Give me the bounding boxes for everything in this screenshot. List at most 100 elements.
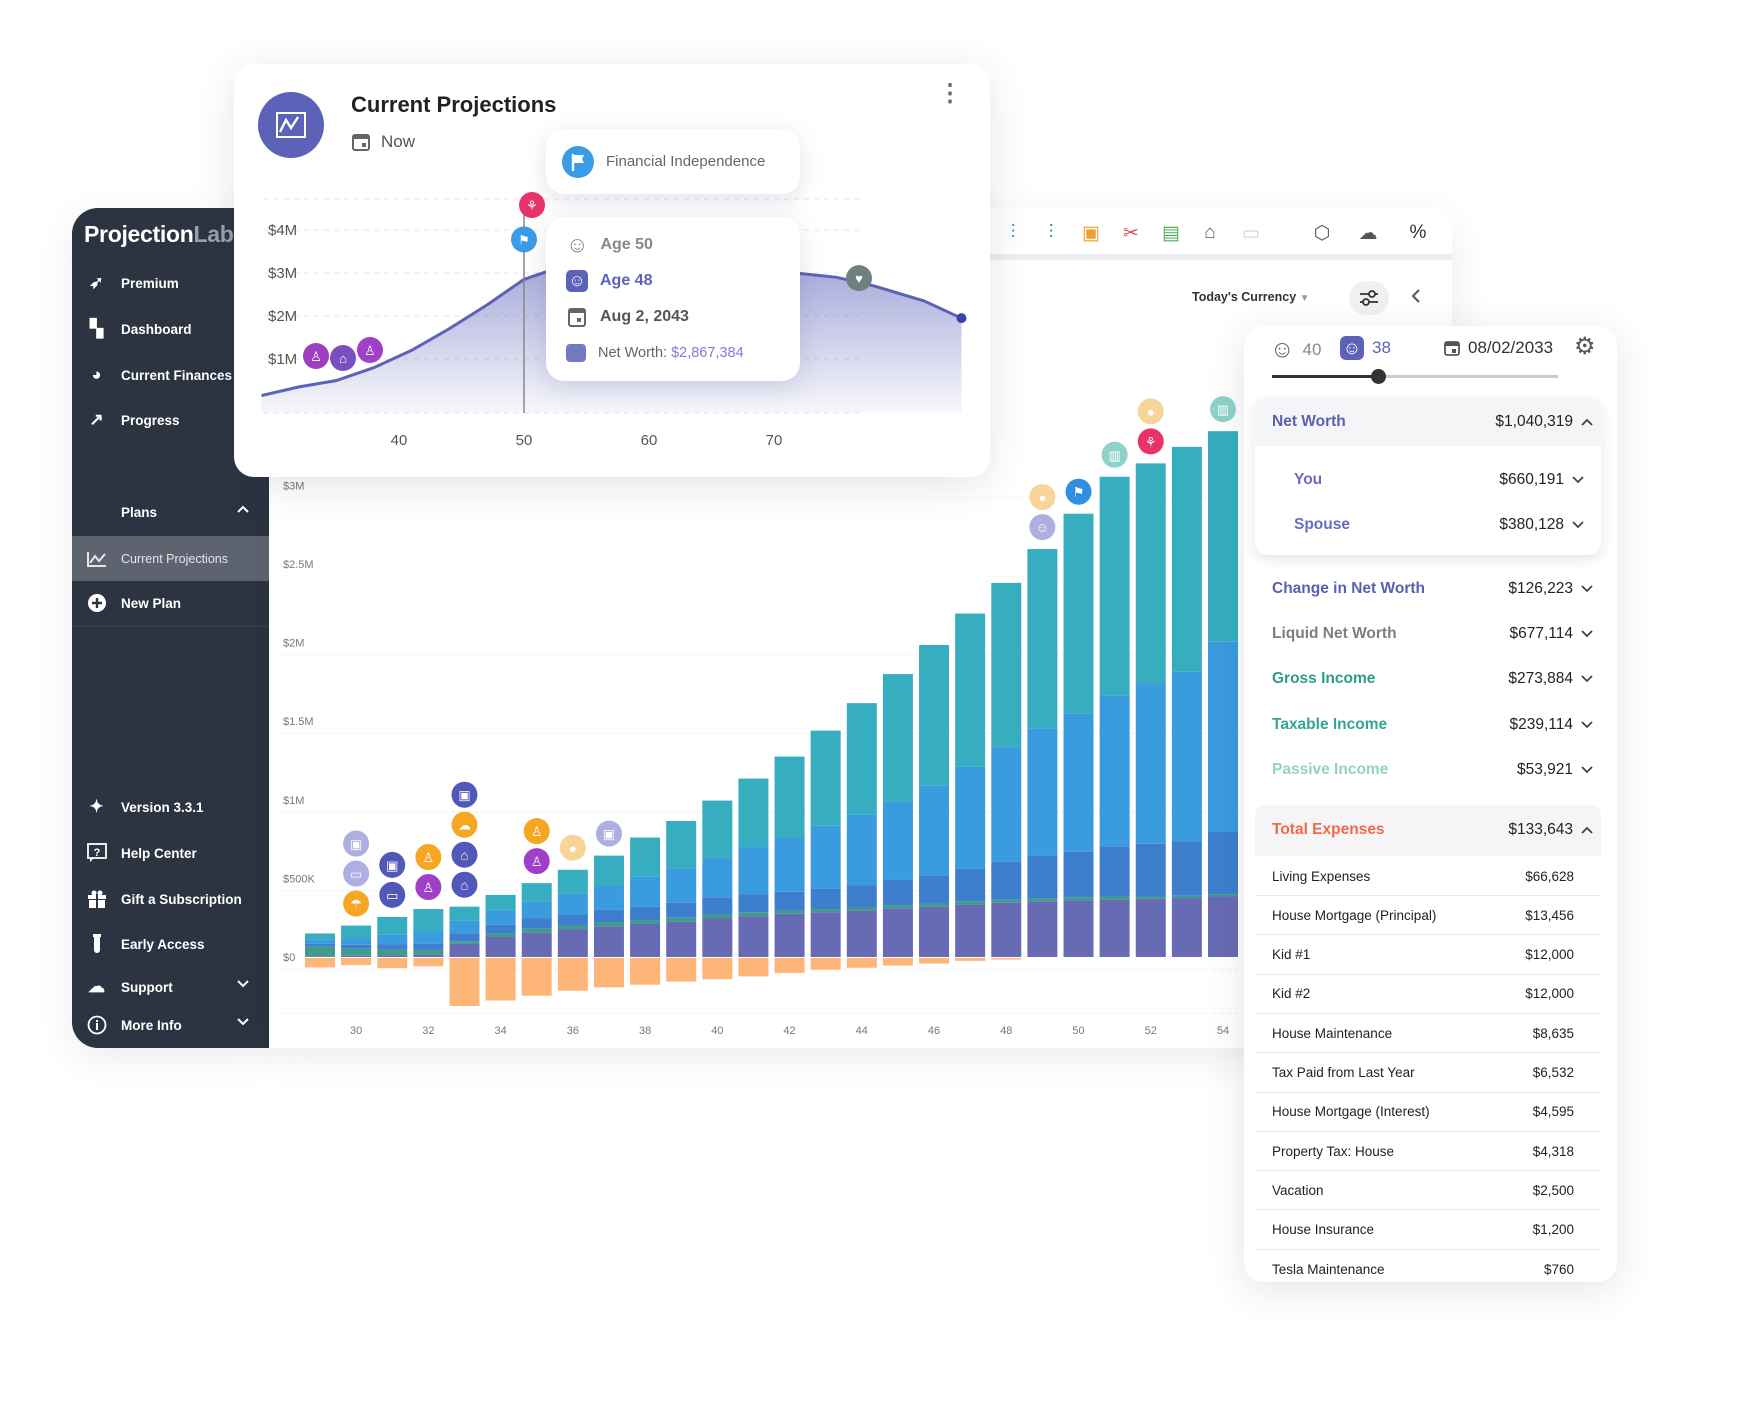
milestone-name: Financial Independence [606, 153, 766, 170]
house-search-event-marker[interactable]: ⌂ [451, 871, 478, 898]
bar-segment [341, 925, 372, 939]
kid-event-marker[interactable]: ♙ [357, 337, 383, 363]
flag-icon [562, 145, 594, 178]
flag-event-marker[interactable]: ⚑ [511, 226, 537, 253]
building-event-marker[interactable]: ▥ [1101, 441, 1128, 468]
expense-value: $4,318 [1532, 1143, 1574, 1159]
net-worth-bar-chart[interactable]: $0 $500K $1M $1.5M $2M $2.5M $3M 30 32 34 36 38 40 42… [269, 208, 1452, 1048]
tax-cut-icon[interactable]: ✂ [1123, 223, 1139, 244]
palm-event-marker[interactable]: ⚘ [1137, 428, 1164, 455]
sidebar-item-support[interactable]: ☁ Support [72, 965, 269, 1009]
cash-flow-chart-icon[interactable]: ⫶ [1010, 222, 1016, 243]
sidebar-item-gift-subscription[interactable]: Gift a Subscription [72, 877, 269, 921]
bar-segment [810, 909, 841, 913]
bar-segment [1208, 894, 1238, 897]
bar-segment [630, 906, 661, 921]
expense-icon[interactable]: ▣ [1082, 223, 1100, 244]
building-icon: ▥ [1217, 402, 1229, 417]
filter-settings-button[interactable] [1349, 281, 1389, 315]
net-worth-spouse-row[interactable]: Spouse $380,128 [1294, 511, 1584, 539]
kid-event-marker[interactable]: ♙ [523, 848, 550, 875]
people-event-marker[interactable]: ☺ [1029, 514, 1056, 541]
sidebar-item-more-info[interactable]: More Info [72, 1003, 269, 1047]
currency-select[interactable]: Today's Currency ▼ [1192, 290, 1310, 304]
monte-carlo-icon[interactable]: % [1409, 222, 1427, 243]
bag-event-marker[interactable]: ▣ [451, 781, 478, 808]
kid-event-marker[interactable]: ♙ [303, 343, 329, 369]
bus-event-marker[interactable]: ▭ [343, 860, 370, 887]
kid-event-marker[interactable]: ♙ [415, 844, 442, 871]
gear-icon[interactable]: ⚙ [1574, 333, 1596, 360]
marker-circle [511, 226, 537, 253]
total-expenses-row[interactable]: Total Expenses $133,643 [1272, 816, 1593, 844]
collapse-panel-button[interactable] [1411, 286, 1421, 309]
donut-icon: ◕ [91, 365, 102, 384]
x-tick-label: 52 [1145, 1025, 1157, 1037]
help-icon: ? [72, 843, 121, 863]
sidebar-item-version[interactable]: ✦ Version 3.3.1 [72, 785, 269, 829]
coin-event-marker[interactable]: ● [559, 834, 586, 861]
year-slider[interactable] [1272, 369, 1558, 384]
more-options-button[interactable]: ⋮ [938, 82, 962, 106]
kid-event-marker[interactable]: ♙ [523, 818, 550, 845]
logo[interactable]: ProjectionLab [84, 221, 234, 248]
y-tick-label: $2M [283, 638, 304, 650]
bar-segment [991, 861, 1022, 900]
heartbeat-event-marker[interactable]: ♥ [846, 265, 872, 292]
x-tick-label: 44 [856, 1025, 868, 1037]
sidebar-item-current-finances[interactable]: ◕ Current Finances [72, 353, 269, 397]
plans-section-toggle[interactable]: Plans [72, 490, 269, 534]
palm-event-marker[interactable]: ⚘ [519, 192, 545, 218]
sidebar-item-current-projections[interactable]: Current Projections [72, 536, 269, 581]
bar-segment [341, 948, 372, 956]
disabled-chart-icon[interactable]: ▭ [1242, 223, 1260, 244]
beach-event-marker[interactable]: ☂ [343, 890, 370, 917]
sidebar-item-new-plan[interactable]: New Plan [72, 581, 269, 625]
bar-segment [630, 920, 661, 924]
flag-event-marker[interactable]: ⚑ [1065, 478, 1092, 505]
bar-segment [485, 936, 516, 957]
marker-circle [1065, 478, 1092, 505]
sidebar-item-early-access[interactable]: Early Access [72, 922, 269, 966]
sidebar-item-help-center[interactable]: ? Help Center [72, 831, 269, 875]
date-selector[interactable]: Now [351, 132, 415, 152]
bag-event-marker[interactable]: ▣ [595, 820, 622, 847]
bar-segment [1027, 855, 1058, 899]
bar-segment-negative [991, 958, 1022, 960]
bag-event-marker[interactable]: ▣ [343, 830, 370, 857]
x-tick-label: 70 [766, 432, 783, 449]
sidebar-item-dashboard[interactable]: ▚ Dashboard [72, 307, 269, 351]
metric-row[interactable]: Taxable Income $239,114 [1272, 711, 1593, 739]
metric-row[interactable]: Liquid Net Worth $677,114 [1272, 620, 1593, 648]
sidebar-item-premium[interactable]: ➶ Premium [72, 261, 269, 305]
metric-row[interactable]: Change in Net Worth $126,223 [1272, 575, 1593, 603]
building-event-marker[interactable]: ▥ [1210, 396, 1236, 423]
coin-event-marker[interactable]: ● [1029, 484, 1056, 511]
bar-segment [774, 913, 805, 957]
3d-view-icon[interactable]: ⬡ [1313, 223, 1331, 244]
slider-thumb[interactable] [1370, 369, 1386, 384]
coin-event-marker[interactable]: ● [1137, 398, 1164, 425]
house-search-event-marker[interactable]: ⌂ [330, 345, 356, 371]
date-display[interactable]: 08/02/2033 [1444, 338, 1553, 358]
cloud-off-icon[interactable]: ☁ [1358, 223, 1378, 244]
certificate-icon[interactable]: ▤ [1162, 223, 1180, 244]
home-event-marker[interactable]: ⌂ [451, 841, 478, 868]
cloud-event-marker[interactable]: ☁ [451, 811, 478, 838]
income-chart-icon[interactable]: ⫶ [1048, 222, 1054, 243]
net-worth-row[interactable]: Net Worth $1,040,319 [1272, 408, 1593, 436]
sidebar-item-progress[interactable]: ↗ Progress [72, 398, 269, 442]
kid-event-marker[interactable]: ♙ [415, 874, 442, 901]
bar-segment [1171, 898, 1202, 957]
bar-segment-negative [774, 958, 805, 973]
progress-icon: ↗ [89, 410, 104, 429]
metric-row[interactable]: Gross Income $273,884 [1272, 665, 1593, 693]
bar-segment [305, 946, 335, 957]
net-worth-you-row[interactable]: You $660,191 [1294, 466, 1584, 494]
milestone-label[interactable]: Financial Independence [546, 129, 800, 194]
bag-event-marker[interactable]: ▣ [379, 851, 406, 878]
car-event-marker[interactable]: ▭ [379, 881, 406, 908]
bar-segment [1099, 695, 1130, 847]
bank-transfer-icon[interactable]: ⌂ [1204, 222, 1216, 243]
metric-row[interactable]: Passive Income $53,921 [1272, 756, 1593, 784]
